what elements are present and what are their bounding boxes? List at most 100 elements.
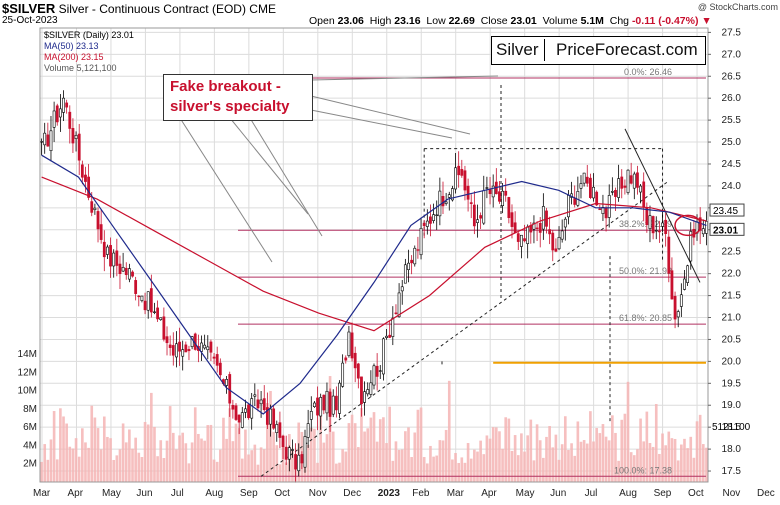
volume-bar — [654, 403, 658, 482]
candle-body — [538, 223, 542, 233]
volume-bar — [488, 438, 492, 482]
volume-bar — [695, 421, 699, 482]
candle-body — [573, 198, 577, 205]
volume-bar — [77, 456, 81, 482]
candle-body — [313, 402, 316, 407]
volume-bar — [338, 462, 341, 482]
candle-body — [607, 195, 611, 218]
volume-bar — [266, 403, 269, 482]
candle-body — [394, 312, 398, 314]
price-tick-label: 27.0 — [722, 49, 742, 60]
candle-body — [661, 222, 664, 227]
volume-bar — [190, 442, 194, 482]
price-tick-label: 26.5 — [722, 71, 742, 82]
volume-bar — [532, 460, 536, 482]
volume-bar — [413, 432, 417, 482]
candle-body — [212, 356, 216, 359]
volume-bar — [435, 455, 439, 482]
time-tick-label: Oct — [688, 488, 704, 499]
open-label: Open — [309, 15, 335, 27]
candle-body — [385, 335, 388, 338]
candle-body — [639, 185, 642, 193]
volume-bar — [535, 424, 539, 482]
volume-bar — [181, 432, 185, 482]
volume-bar — [369, 417, 373, 482]
volume-bar — [357, 447, 360, 482]
candle-body — [171, 345, 175, 356]
candle-body — [689, 231, 693, 262]
candle-body — [407, 262, 410, 270]
ma50-line — [41, 154, 707, 415]
volume-bar — [93, 417, 97, 482]
volume-bar — [244, 429, 247, 482]
price-tick-label: 20.5 — [722, 334, 742, 345]
volume-bar — [84, 442, 87, 482]
time-tick-label: Jun — [136, 488, 152, 499]
candle-body — [463, 170, 467, 191]
candle-body — [363, 391, 366, 403]
volume-bar — [457, 462, 460, 482]
candle-body — [598, 208, 602, 211]
volume-bar — [253, 444, 257, 482]
volume-bar — [394, 441, 398, 482]
candle-body — [479, 215, 483, 219]
volume-bar — [601, 424, 605, 482]
candle-body — [617, 178, 621, 198]
price-tick-label: 20.0 — [722, 356, 742, 367]
volume-bar — [162, 458, 166, 482]
high-value: 23.16 — [394, 15, 421, 27]
candle-body — [284, 446, 288, 460]
price-tick-label: 25.0 — [722, 137, 742, 148]
candle-body — [225, 379, 228, 386]
latest-price-circle — [674, 214, 702, 237]
price-tick-label: 17.5 — [722, 466, 742, 477]
volume-tick-label: 8M — [23, 404, 37, 415]
volume-bar — [225, 438, 228, 482]
fake-breakout-text: Fake breakout - silver's specialty — [170, 77, 289, 117]
silver-priceforecast-logo: Silver PriceForecast.com — [491, 36, 706, 65]
time-tick-label: Sep — [654, 488, 672, 499]
volume-bar — [538, 440, 542, 482]
candle-body — [610, 191, 614, 193]
open-value: 23.06 — [337, 15, 364, 27]
candle-body — [153, 311, 156, 313]
candle-body — [444, 201, 448, 204]
candle-body — [181, 349, 185, 357]
candle-body — [256, 399, 260, 409]
candle-body — [347, 331, 351, 356]
candle-body — [673, 295, 677, 320]
close-label: Close — [480, 15, 508, 27]
candle-body — [303, 436, 307, 468]
candle-body — [253, 394, 257, 397]
volume-bar — [705, 447, 708, 482]
time-tick-label: Jul — [171, 488, 184, 499]
candle-body — [294, 454, 297, 470]
volume-bar — [212, 459, 216, 482]
last-price-badge — [709, 222, 745, 236]
volume-tick-label: 10M — [18, 386, 37, 397]
candle-body — [74, 134, 78, 139]
candle-body — [648, 215, 652, 229]
price-tick-label: 18.5 — [722, 422, 742, 433]
volume-bar — [673, 438, 677, 482]
candle-body — [482, 190, 486, 224]
time-tick-label: Jul — [585, 488, 598, 499]
fake-breakout-callout: Fake breakout - silver's specialty — [163, 74, 313, 121]
volume-bar — [686, 448, 689, 482]
candle-body — [595, 191, 599, 206]
volume-bar — [366, 428, 370, 482]
price-tick-label: 19.5 — [722, 378, 742, 389]
declining-resistance-line — [624, 128, 701, 283]
candle-body — [460, 169, 464, 176]
volume-bar — [115, 455, 119, 482]
candle-body — [209, 341, 213, 353]
candle-body — [287, 447, 291, 460]
candle-body — [485, 187, 489, 189]
candle-body — [588, 177, 592, 198]
volume-bar — [438, 440, 442, 482]
candle-body — [300, 454, 304, 464]
candle-body — [413, 247, 417, 265]
time-tick-label: Dec — [343, 488, 361, 499]
volume-bar — [689, 436, 693, 482]
